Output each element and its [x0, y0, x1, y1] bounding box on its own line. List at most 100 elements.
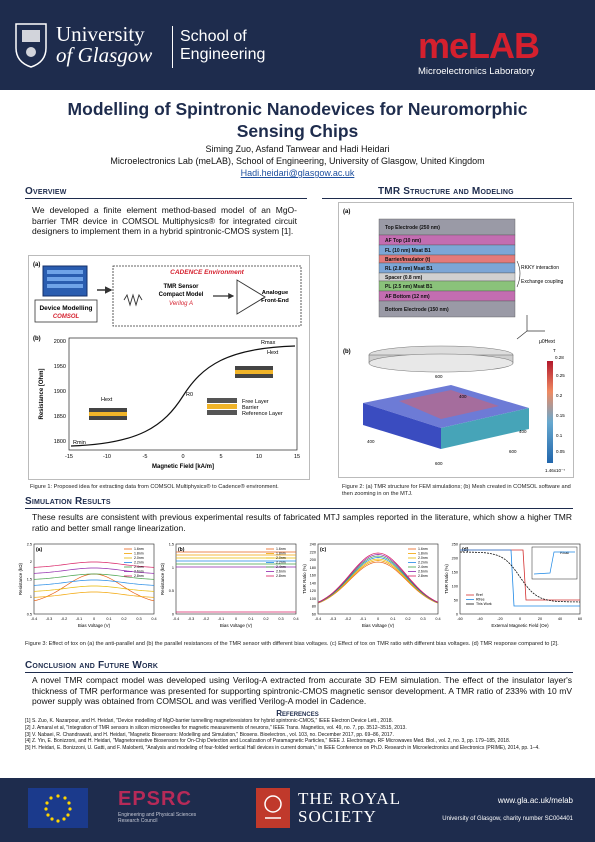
fig3-xlabel: External Magnetic Field (Oe) [491, 623, 549, 628]
fig1-rmin: Rmin [73, 440, 86, 446]
epsrc-sub2: Research Council [118, 818, 158, 824]
fig3-ytick: 100 [310, 597, 316, 601]
reference-item: [4] Z. Yin, E. Bonizzoni, and H. Heidari… [25, 738, 511, 745]
fig1-xtick: 5 [219, 454, 222, 460]
fig3-legend-label: 2.4nm [418, 565, 428, 569]
tmr-layer-label: AF Top (10 nm) [385, 238, 421, 244]
fig3-xtick: 0 [93, 617, 95, 621]
fig3-ytick: 100 [452, 585, 458, 589]
epsrc-sub1: Engineering and Physical Sciences [118, 812, 197, 818]
melab-logo-me: me [418, 25, 469, 66]
fig2-coupling-bracket [516, 260, 521, 288]
fig3-series-line [33, 579, 155, 586]
school-line1: School of [180, 28, 247, 45]
reference-item: [5] H. Heidari, E. Bonizzoni, U. Gatti, … [25, 745, 540, 752]
fig1-x-ticks: -15 -10 -5 0 5 10 15 [65, 454, 300, 460]
fig1-ytick: 1850 [54, 414, 66, 420]
fig3-legend-label: 2.6nm [276, 570, 286, 574]
fig3-legend-label: 2.8nm [134, 574, 144, 578]
authors: Siming Zuo, Asfand Tanwear and Hadi Heid… [205, 144, 390, 154]
colorbar-tick: 0.15 [556, 413, 565, 418]
fig1-xtick: 15 [294, 454, 300, 460]
mtj-stack-legend-icon [207, 398, 237, 415]
fig1-ylabel: Resistance [Ohm] [39, 368, 45, 419]
fig1-rmax: Rmax [261, 340, 276, 346]
fig3-series-line [317, 552, 439, 603]
fig3-xtick: 0 [519, 617, 521, 621]
fig3-ytick: 50 [454, 599, 458, 603]
fig3-series-line [460, 549, 580, 607]
fig3-ytick: 1 [30, 595, 32, 599]
fig3-xtick: -0.2 [345, 617, 352, 621]
fig3-ytick: 0.5 [169, 589, 174, 593]
fig3-ytick: 200 [452, 557, 458, 561]
footer-url-link[interactable]: www.gla.ac.uk/melab [497, 796, 573, 805]
fig3-xtick: 0 [377, 617, 379, 621]
figure-2: (a) Top Electrode (250 nm) AF Top (10 nm)… [338, 202, 574, 478]
fig3-series-line [317, 557, 439, 604]
tmr-layer-label: RL (2.8 nm) Msat B1 [385, 266, 433, 272]
fig3-ytick: 180 [310, 566, 316, 570]
fig3-frame [317, 543, 439, 615]
affiliation: Microelectronics Lab (meLAB), School of … [110, 156, 485, 166]
mtj-stack-right-icon [235, 366, 273, 378]
fig3-legend-label: 2.0nm [418, 556, 428, 560]
fig3-ytick: 0 [456, 613, 458, 617]
poster-title: Modelling of Spintronic Nanodevices for … [20, 98, 575, 142]
fig3-legend-label: 1.6nm [418, 547, 428, 551]
chip-icon [42, 265, 88, 297]
fig3-xlabel: Bias Voltage (V) [220, 623, 253, 628]
fig3-ytick: 200 [310, 558, 316, 562]
fig3-ytick: 1 [172, 566, 174, 570]
colorbar-min: 1.46x10⁻⁷ [545, 468, 565, 473]
mesh-tick: 600 [435, 461, 443, 466]
university-crest-icon [15, 23, 47, 68]
fig1-curve [70, 345, 296, 447]
melab-subtitle: Microelectronics Laboratory [418, 66, 535, 77]
section-tmr-heading: TMR Structure and Modeling [378, 186, 514, 197]
fig3-legend-label: 1.8nm [418, 552, 428, 556]
university-name: University of Glasgow [56, 24, 152, 66]
mesh-field-block [363, 385, 529, 449]
email-link[interactable]: Hadi.heidari@glasgow.ac.uk [240, 168, 355, 178]
fig3-legend-label: 2.6nm [134, 570, 144, 574]
fig3-series-line [317, 560, 439, 604]
royal-society-name: THE ROYAL SOCIETY [298, 790, 401, 826]
fig3-xtick: 0.1 [390, 617, 395, 621]
cadence-box [112, 265, 302, 327]
fig3-series-line [459, 551, 581, 603]
fig3-legend-label: 2.8nm [276, 574, 286, 578]
device-modelling-label: Device Modelling [39, 305, 92, 312]
fig3-xtick: -60 [457, 617, 463, 621]
fig1-label-a: (a) [33, 262, 40, 268]
fig3-ylabel: TMR Ratio (%) [444, 564, 449, 594]
fig2-field-label: μ0Hext [539, 339, 556, 345]
fig1-ytick: 1950 [54, 364, 66, 370]
fig3-ylabel: Resistance (kΩ) [18, 562, 23, 595]
fig1-xtick: 10 [256, 454, 262, 460]
fig3-panel-label: (c) [320, 547, 326, 553]
fig3-frame [175, 543, 297, 615]
section-divider [25, 198, 307, 199]
fig3-inset-title: Rhall [560, 550, 569, 555]
fig3-xtick: 0.2 [263, 617, 268, 621]
reference-item: [1] S. Zuo, K. Nazarpour, and H. Heidari… [25, 718, 393, 724]
fig3-xtick: 0.1 [106, 617, 111, 621]
mesh-axis-ticks: 600 400 400 400 600 600 [367, 374, 527, 466]
fig3-xtick: 0.4 [435, 617, 440, 621]
fig1-plot-frame [68, 337, 298, 451]
tmr-layer-label: AF Bottom (12 nm) [385, 294, 430, 300]
fig3-xtick: 0.4 [151, 617, 156, 621]
title-line2: Sensing Chips [236, 121, 359, 141]
fig3-legend-label: 1.8nm [276, 552, 286, 556]
fig3-ytick: 1.5 [169, 543, 174, 547]
reference-item: [2] J. Amaral et al, "Integration of TMR… [25, 724, 407, 731]
fig3-xtick: 20 [538, 617, 542, 621]
epsrc-subtitle: Engineering and Physical Sciences Resear… [118, 812, 196, 824]
legend-reference-layer: Reference Layer [242, 411, 283, 417]
device-modelling-box [34, 299, 98, 323]
fig3-legend-label: 2.2nm [418, 561, 428, 565]
colorbar-max: 0.28 [555, 355, 564, 360]
fig3-ytick: 250 [452, 543, 458, 547]
tmr-layer-label: Spacer (0.8 nm) [385, 275, 423, 281]
